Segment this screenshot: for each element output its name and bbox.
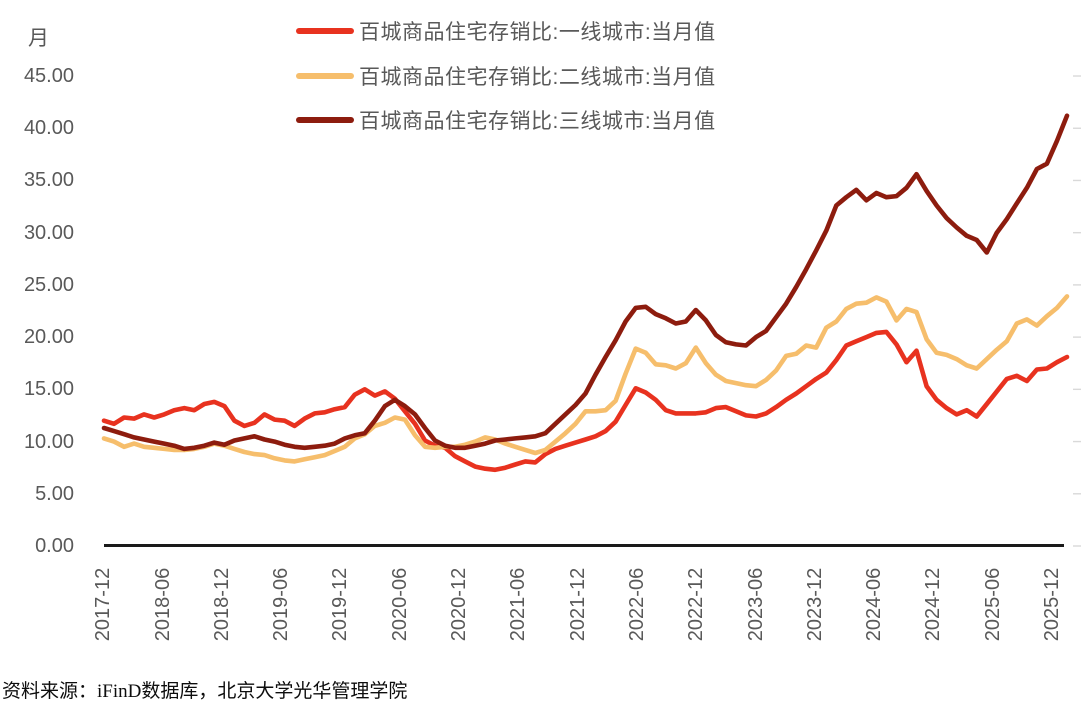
x-tick-label: 2022-06 [626, 567, 649, 641]
legend-item-2: 百城商品住宅存销比:二线城市:当月值 [296, 63, 716, 89]
y-tick-label: 5.00 [35, 482, 74, 505]
legend-label: 百城商品住宅存销比:三线城市:当月值 [359, 110, 716, 133]
legend: 百城商品住宅存销比:一线城市:当月值 百城商品住宅存销比:二线城市:当月值 百城商品… [296, 18, 716, 152]
y-tick-label: 35.00 [23, 169, 74, 192]
legend-label: 百城商品住宅存销比:一线城市:当月值 [359, 21, 716, 44]
series-line-1 [101, 329, 1070, 473]
x-tick-label: 2019-06 [270, 567, 293, 641]
x-tick-label: 2021-06 [507, 567, 530, 641]
legend-label: 百城商品住宅存销比:二线城市:当月值 [359, 65, 716, 89]
x-tick-label: 2025-12 [1041, 567, 1064, 641]
x-tick-label: 2024-12 [922, 567, 945, 641]
x-tick-label: 2020-12 [448, 567, 471, 641]
x-tick-label: 2023-12 [804, 567, 827, 641]
x-tick-label: 2022-12 [685, 567, 708, 641]
legend-line-swatch [296, 72, 354, 79]
y-tick-label: 30.00 [23, 221, 74, 244]
source-note: 资料来源：iFinD数据库，北京大学光华管理学院 [2, 681, 408, 702]
y-axis-unit-label: 月 [28, 27, 49, 50]
x-tick-label: 2018-06 [151, 567, 174, 641]
x-tick-label: 2024-06 [863, 567, 886, 641]
legend-line-swatch [296, 117, 354, 123]
y-tick-label: 45.00 [23, 65, 74, 88]
x-tick-label: 2019-12 [329, 567, 352, 641]
x-tick-label: 2025-06 [982, 567, 1004, 641]
y-tick-label: 0.00 [35, 535, 74, 557]
x-tick-label: 2020-06 [389, 567, 411, 641]
x-tick-label: 2018-12 [211, 567, 234, 641]
series-line-2 [101, 294, 1070, 464]
y-tick-label: 10.00 [23, 430, 74, 453]
x-tick-label: 2017-12 [92, 567, 115, 641]
legend-line-swatch [296, 28, 354, 34]
x-tick-label: 2021-12 [566, 567, 589, 641]
series-line-3 [101, 113, 1070, 452]
legend-item-1: 百城商品住宅存销比:一线城市:当月值 [296, 18, 716, 44]
x-tick-label: 2023-06 [744, 567, 767, 641]
legend-item-3: 百城商品住宅存销比:三线城市:当月值 [296, 107, 716, 133]
y-tick-label: 25.00 [23, 273, 74, 296]
y-tick-label: 20.00 [23, 326, 74, 349]
y-tick-label: 40.00 [23, 117, 74, 140]
y-tick-label: 15.00 [23, 378, 74, 401]
